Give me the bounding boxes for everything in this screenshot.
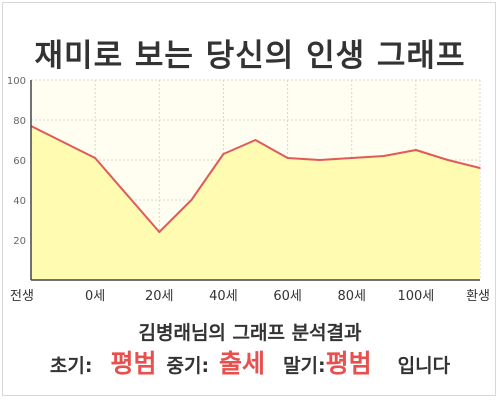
- data-point: [415, 149, 417, 151]
- data-point: [254, 139, 257, 141]
- mid-label: 중기:: [166, 355, 210, 377]
- mid-value: 출세: [219, 349, 266, 378]
- data-point: [94, 157, 96, 159]
- y-tick-label: 40: [13, 196, 26, 207]
- y-tick-label: 100: [7, 76, 26, 87]
- data-point: [158, 231, 161, 233]
- x-tick-label: 20세: [145, 289, 174, 304]
- x-tick-label: 환생: [466, 289, 490, 304]
- data-point: [318, 159, 321, 161]
- y-tick-label: 80: [13, 116, 26, 127]
- data-point: [447, 159, 449, 161]
- x-tick-label: 0세: [85, 289, 105, 304]
- x-tick-label: 40세: [209, 289, 238, 304]
- late-value: 평범: [325, 349, 372, 378]
- summary-heading: 김병래님의 그래프 분석결과: [138, 322, 362, 344]
- page-frame: [2, 2, 496, 396]
- x-tick-label: 80세: [337, 289, 366, 304]
- area-fill: [31, 126, 480, 280]
- data-point: [286, 157, 289, 159]
- early-label: 초기:: [49, 355, 93, 377]
- data-point: [382, 155, 385, 157]
- ending-text: 입니다: [397, 355, 451, 377]
- early-value: 평범: [110, 349, 157, 378]
- data-point: [222, 153, 225, 155]
- data-point: [479, 167, 481, 169]
- summary-result: 초기: 평범 중기: 출세 말기: 평범 입니다: [0, 344, 500, 384]
- x-axis-ticks: 전생 0세 20세 40세 60세 80세 100세 환생: [10, 289, 490, 304]
- y-tick-label: 20: [13, 236, 26, 247]
- area-layer: [30, 125, 481, 280]
- y-tick-label: 60: [13, 156, 26, 167]
- x-tick-label: 전생: [10, 289, 34, 304]
- y-axis-ticks: 20 40 60 80 100: [7, 76, 26, 247]
- data-point: [190, 199, 193, 201]
- chart-title: 재미로 보는 당신의 인생 그래프: [34, 38, 466, 74]
- data-point: [350, 157, 353, 159]
- late-label: 말기:: [283, 355, 326, 377]
- x-tick-label: 100세: [397, 289, 434, 304]
- x-tick-label: 60세: [273, 289, 302, 304]
